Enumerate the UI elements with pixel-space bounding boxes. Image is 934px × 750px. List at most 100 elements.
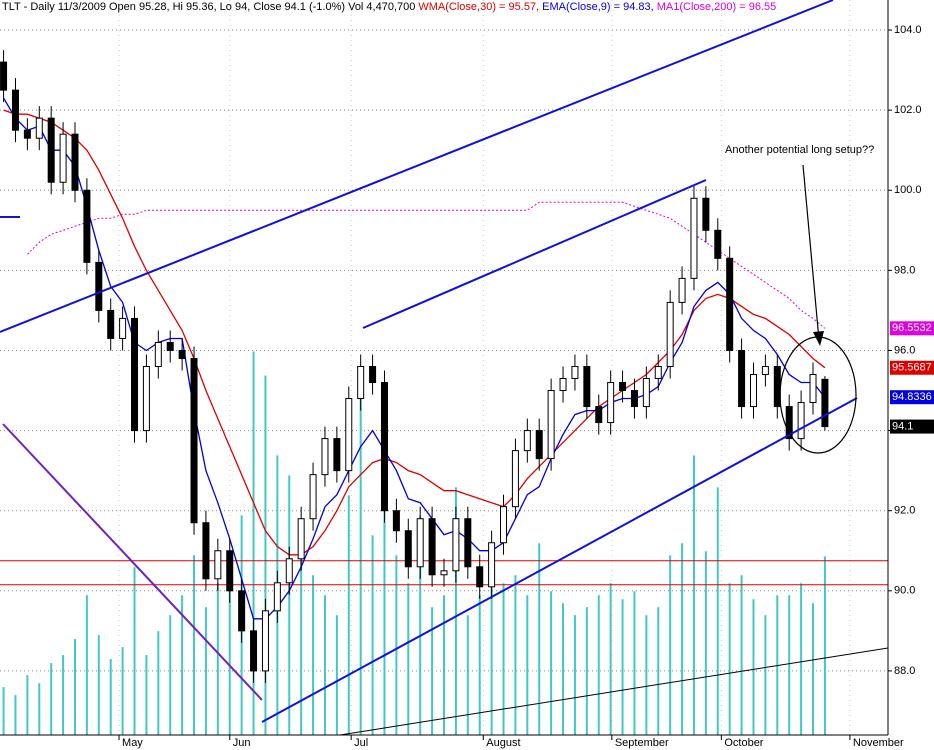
candle-body	[166, 341, 174, 351]
volume-bar	[85, 595, 88, 735]
y-tick-label: 90.0	[894, 585, 915, 597]
candle-body	[107, 309, 115, 339]
volume-bar	[109, 659, 112, 735]
volume-bar	[573, 615, 576, 735]
volume-bar	[359, 395, 362, 735]
x-tick-label: September	[615, 737, 669, 749]
price-tag: 94.1	[892, 420, 913, 432]
candle-body	[761, 365, 769, 376]
x-tick-label: May	[122, 737, 143, 749]
candle-body	[559, 378, 567, 392]
candle-body	[452, 518, 460, 572]
candle-body	[35, 117, 43, 139]
volume-bar	[597, 595, 600, 735]
candle-body	[535, 430, 543, 460]
volume-bar	[383, 495, 386, 735]
candle-body	[178, 349, 186, 359]
candle-body	[131, 317, 139, 432]
volume-bar	[823, 556, 826, 735]
price-tag: 94.8336	[892, 391, 932, 403]
candle-body	[488, 542, 496, 588]
candle-body	[345, 398, 353, 472]
x-tick-label: October	[724, 737, 763, 749]
volume-bar	[669, 555, 672, 735]
volume-bar	[692, 455, 695, 735]
volume-bar	[335, 615, 338, 735]
volume-bar	[609, 583, 612, 735]
candle-body	[309, 474, 317, 520]
candle-body	[714, 229, 722, 259]
volume-bar	[633, 591, 636, 735]
y-tick-label: 96.0	[894, 344, 915, 356]
volume-bar	[38, 683, 41, 735]
candle-body	[738, 349, 746, 408]
price-tag: 96.5532	[892, 322, 932, 334]
volume-bar	[323, 595, 326, 735]
candle-body	[619, 382, 627, 392]
volume-bar	[133, 567, 136, 735]
volume-bar	[704, 551, 707, 735]
volume-bar	[740, 575, 743, 735]
volume-bar	[2, 687, 5, 735]
candle-body	[464, 518, 472, 568]
volume-bar	[73, 639, 76, 735]
x-tick-label: August	[486, 737, 520, 749]
candle-body	[83, 189, 91, 263]
volume-bar	[538, 543, 541, 735]
trend-line	[2, 423, 263, 701]
volume-bar	[681, 543, 684, 735]
y-tick-label: 102.0	[894, 104, 922, 116]
candle-body	[785, 406, 793, 440]
candle-body	[773, 365, 781, 408]
volume-bar	[264, 375, 267, 735]
candle-body	[333, 438, 341, 472]
volume-bar	[407, 583, 410, 735]
candle-body	[250, 630, 258, 672]
candle-body	[428, 518, 436, 576]
candle-body	[678, 277, 686, 303]
volume-bar	[288, 475, 291, 735]
volume-bar	[252, 351, 255, 735]
volume-bar	[478, 595, 481, 735]
candle-body	[666, 301, 674, 367]
candle-body	[261, 610, 269, 672]
candle-body	[23, 129, 31, 139]
candle-body	[690, 197, 698, 279]
x-tick-label: Jun	[233, 737, 251, 749]
price-tag: 95.5687	[892, 362, 932, 374]
candle-body	[273, 582, 281, 612]
candle-body	[500, 506, 508, 544]
volume-bar	[454, 487, 457, 735]
candle-body	[214, 550, 222, 580]
candle-body	[71, 133, 79, 191]
candle-body	[59, 133, 67, 183]
volume-bar	[312, 575, 315, 735]
volume-bar	[145, 655, 148, 735]
volume-bar	[300, 527, 303, 735]
price-tag-bg	[890, 321, 934, 336]
drawings	[0, 0, 889, 736]
annotation: Another potential long setup??	[725, 144, 874, 156]
price-tag-bg	[890, 390, 934, 405]
volume-bar	[550, 591, 553, 735]
candle-body	[190, 357, 198, 524]
candle-body	[47, 117, 55, 183]
candle-body	[321, 438, 329, 476]
volume-bar	[716, 487, 719, 735]
volume-bar	[812, 603, 815, 735]
candle-body	[154, 341, 162, 367]
volume-bar	[14, 695, 17, 735]
volume-bar	[419, 515, 422, 735]
candle-body	[238, 590, 246, 632]
y-tick-label: 92.0	[894, 505, 915, 517]
candle-body	[142, 365, 150, 432]
volume-bar	[788, 595, 791, 735]
volume-bar	[193, 555, 196, 735]
candle-body	[809, 374, 817, 404]
candle-body	[630, 390, 638, 408]
volume-bar	[181, 595, 184, 735]
chart-header: TLT - Daily 11/3/2009 Open 95.28, Hi 95.…	[2, 1, 776, 13]
candle-body	[523, 430, 531, 452]
candle-body	[607, 382, 615, 424]
